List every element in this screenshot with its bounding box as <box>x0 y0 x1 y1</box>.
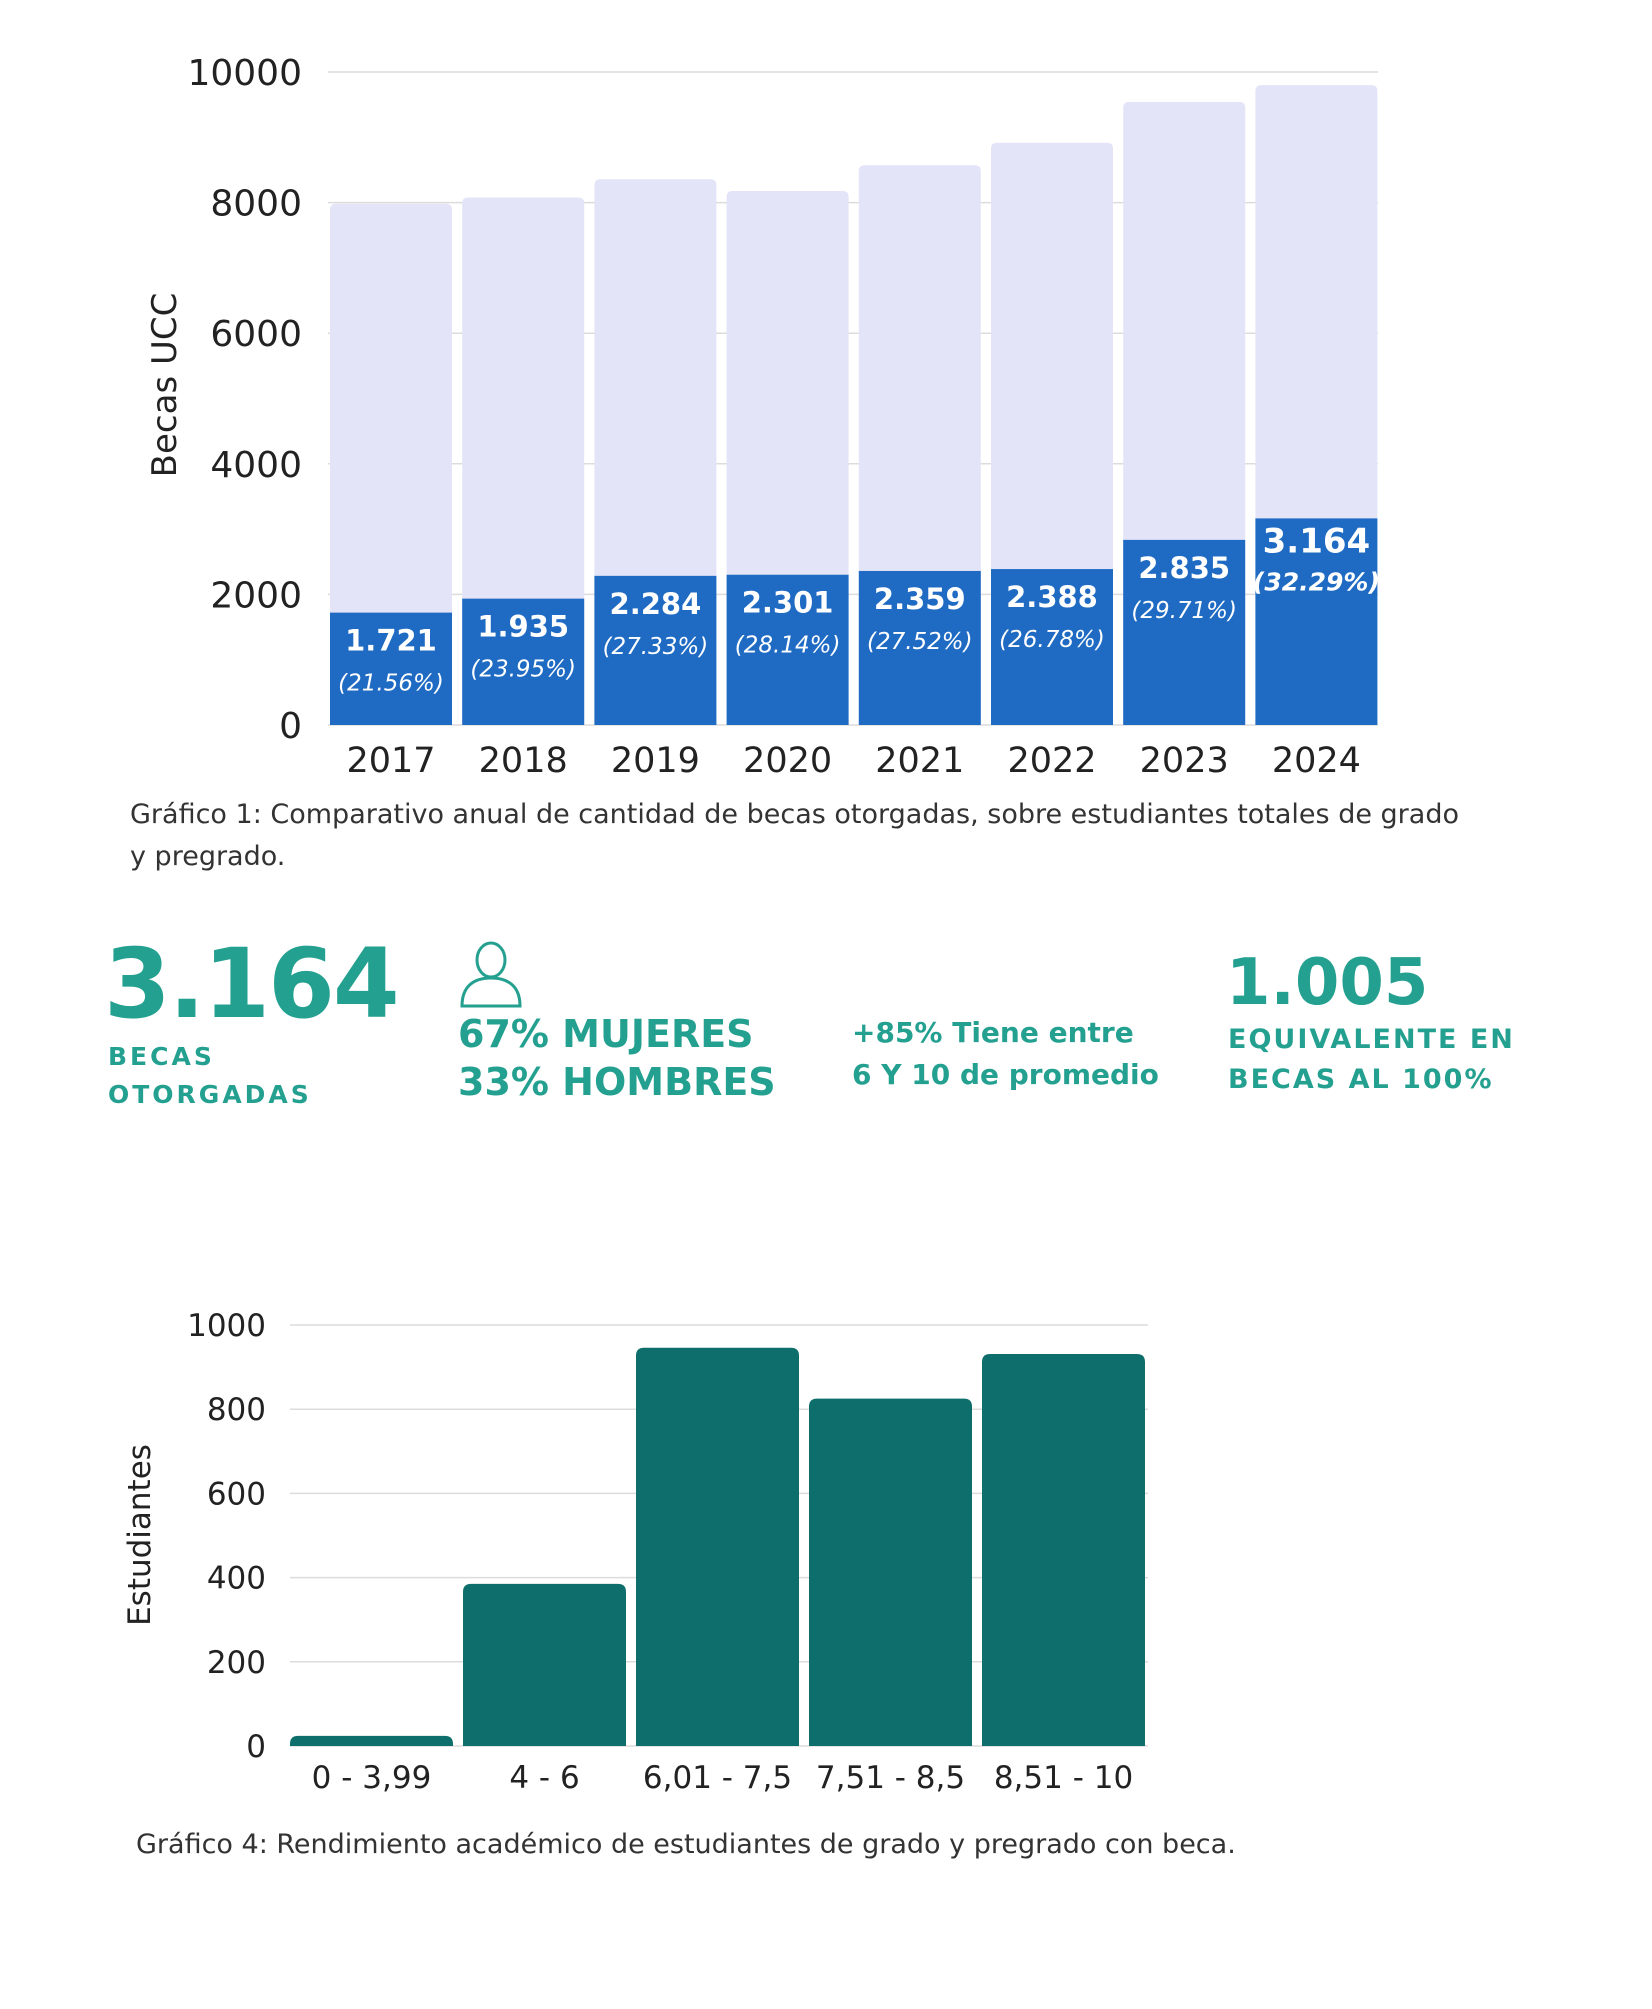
y-tick-label: 400 <box>207 1561 266 1597</box>
promedio-line-1: +85% Tiene entre <box>852 1016 1134 1049</box>
y-tick-label: 200 <box>207 1645 266 1681</box>
person-icon <box>460 941 522 1008</box>
hombres-stat: 33% HOMBRES <box>458 1060 776 1104</box>
y-tick-label: 0 <box>246 1729 266 1765</box>
y-tick-label: 800 <box>207 1392 266 1428</box>
x-tick-label: 6,01 - 7,5 <box>643 1760 792 1796</box>
bar-percent-label: (28.14%) <box>735 633 841 659</box>
bar <box>809 1398 972 1746</box>
x-tick-label: 2018 <box>479 741 568 781</box>
bar-value-label: 3.164 <box>1263 521 1371 561</box>
y-tick-label: 6000 <box>210 314 302 355</box>
bar <box>463 1583 626 1746</box>
bar-becas <box>462 598 585 725</box>
chart-becas-anual: 0 2000 4000 6000 8000 10000 Becas UCC 1.721 (21.… <box>145 53 1380 781</box>
chart1-caption: Gráfico 1: Comparativo anual de cantidad… <box>130 799 1459 872</box>
bar-value-label: 2.388 <box>1006 580 1098 614</box>
bar <box>290 1735 453 1746</box>
equivalente-label-2: BECAS AL 100% <box>1228 1064 1494 1095</box>
bar-percent-label: (27.33%) <box>603 634 709 660</box>
x-tick-label: 0 - 3,99 <box>312 1760 432 1796</box>
y-tick-label: 4000 <box>210 445 302 486</box>
bar-percent-label: (27.52%) <box>867 629 973 655</box>
bar-value-label: 1.935 <box>477 610 569 644</box>
bar-value-label: 1.721 <box>345 624 437 658</box>
bar-total <box>462 197 585 726</box>
x-tick-label: 7,51 - 8,5 <box>816 1760 965 1796</box>
chart4-caption: Gráfico 4: Rendimiento académico de estu… <box>136 1829 1236 1860</box>
mujeres-stat: 67% MUJERES <box>458 1012 754 1056</box>
bar <box>982 1354 1145 1746</box>
bar-becas <box>594 575 717 725</box>
y-tick-label: 0 <box>279 706 302 747</box>
bar-percent-label: (21.56%) <box>338 671 444 697</box>
bar-becas <box>991 569 1113 725</box>
x-tick-label: 2017 <box>346 741 435 781</box>
bar-percent-label: (29.71%) <box>1131 598 1237 624</box>
bar-value-label: 2.835 <box>1138 551 1230 585</box>
bar-value-label: 2.284 <box>610 587 702 621</box>
x-tick-label: 2019 <box>611 741 700 781</box>
x-tick-label: 2023 <box>1140 741 1229 781</box>
bar-becas <box>1255 518 1378 725</box>
x-tick-label: 2021 <box>875 741 964 781</box>
becas-number: 3.164 <box>104 928 400 1040</box>
promedio-line-2: 6 Y 10 de promedio <box>852 1058 1159 1091</box>
bar-percent-label: (26.78%) <box>999 627 1105 653</box>
bar-percent-label: (32.29%) <box>1253 567 1380 596</box>
equivalente-number: 1.005 <box>1226 946 1429 1020</box>
y-tick-label: 8000 <box>210 184 302 225</box>
y-axis-label: Estudiantes <box>122 1444 158 1626</box>
y-tick-label: 2000 <box>210 575 302 616</box>
x-tick-label: 8,51 - 10 <box>994 1760 1133 1796</box>
bar-becas <box>858 570 981 725</box>
bar-total <box>330 203 452 726</box>
equivalente-label-1: EQUIVALENTE EN <box>1228 1024 1515 1055</box>
y-axis-label: Becas UCC <box>145 293 185 478</box>
bar <box>636 1347 799 1746</box>
bar-becas <box>726 574 849 725</box>
bar-value-label: 2.301 <box>742 586 834 620</box>
x-tick-label: 4 - 6 <box>509 1760 579 1796</box>
x-tick-label: 2022 <box>1007 741 1096 781</box>
becas-label-2: OTORGADAS <box>108 1080 312 1109</box>
becas-label-1: BECAS <box>108 1042 215 1071</box>
bar-becas <box>1123 539 1246 725</box>
y-tick-label: 600 <box>207 1476 266 1512</box>
x-tick-label: 2020 <box>743 741 832 781</box>
chart-rendimiento: 0 200 400 600 800 1000 Estudiantes 0 - 3,99 4 - … <box>122 1308 1148 1796</box>
y-tick-label: 10000 <box>187 53 302 94</box>
bar-value-label: 2.359 <box>874 582 966 616</box>
bar-becas <box>330 612 452 725</box>
x-tick-label: 2024 <box>1272 741 1361 781</box>
bar-percent-label: (23.95%) <box>470 657 576 683</box>
y-tick-label: 1000 <box>187 1308 266 1344</box>
